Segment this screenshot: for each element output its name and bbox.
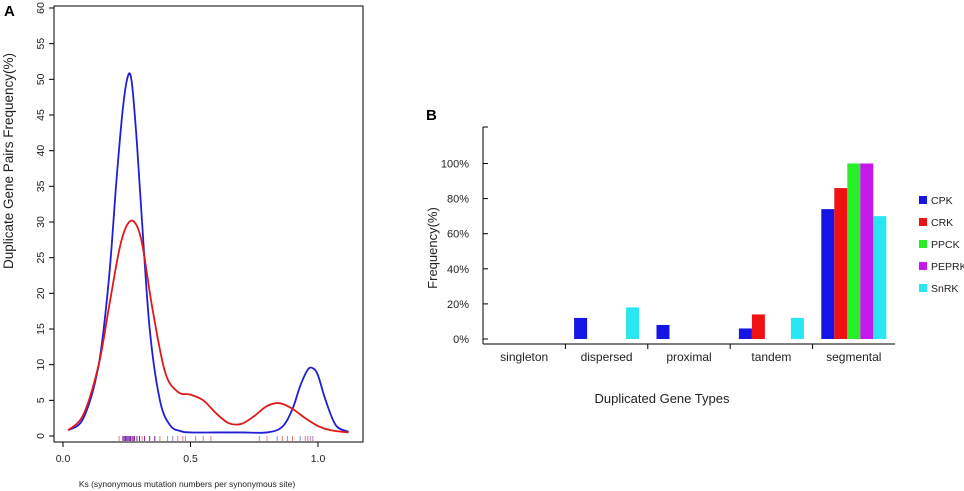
y-tick-label: 0 bbox=[35, 433, 47, 439]
legend-swatch-snrk bbox=[919, 284, 927, 292]
bar-cpk-segmental bbox=[821, 209, 835, 339]
legend-label-snrk: SnRK bbox=[931, 283, 958, 295]
panel-label-a: A bbox=[4, 3, 15, 20]
density-line-red bbox=[67, 219, 349, 434]
legend-label-peprk: PEPRK bbox=[931, 261, 964, 273]
panel-a-y-axis-label: Duplicate Gene Pairs Frequency(%) bbox=[1, 53, 16, 269]
y-tick-label: 50 bbox=[35, 73, 47, 85]
legend-label-ppck: PPCK bbox=[931, 239, 960, 251]
bar-ppck-segmental bbox=[847, 163, 861, 339]
panel-b-y-axis-label: Frequency(%) bbox=[425, 207, 440, 289]
y-tick-label: 35 bbox=[35, 180, 47, 192]
panel-b-x-axis: singleton dispersed proximal tandem segmenta… bbox=[500, 344, 881, 364]
panel-a-series bbox=[67, 72, 350, 434]
y-tick-label: 20 bbox=[35, 287, 47, 299]
panel-a-rug bbox=[118, 436, 314, 441]
bar-cpk-tandem bbox=[738, 328, 752, 339]
bar-cpk-dispersed bbox=[574, 317, 588, 339]
density-line-blue bbox=[67, 72, 350, 434]
y-tick-label: 55 bbox=[35, 38, 47, 50]
panel-a-x-axis-label: Ks (synonymous mutation numbers per syno… bbox=[79, 479, 296, 489]
bar-crk-segmental bbox=[834, 188, 848, 339]
x-tick-label: tandem bbox=[751, 350, 791, 364]
bar-crk-tandem bbox=[751, 314, 765, 339]
legend-swatch-peprk bbox=[919, 262, 927, 270]
y-tick-label: 60% bbox=[447, 229, 469, 241]
x-tick-label: dispersed bbox=[581, 350, 633, 364]
x-tick-label: 0.0 bbox=[56, 453, 71, 465]
panel-a-plot-frame bbox=[53, 5, 364, 443]
y-tick-label: 40 bbox=[35, 145, 47, 157]
legend-label-cpk: CPK bbox=[931, 195, 953, 207]
bar-cpk-proximal bbox=[656, 324, 670, 339]
y-tick-label: 15 bbox=[35, 323, 47, 335]
panel-b-bars bbox=[574, 163, 887, 339]
x-tick-label: segmental bbox=[826, 350, 881, 364]
legend-swatch-crk bbox=[919, 218, 927, 226]
legend-swatch-ppck bbox=[919, 240, 927, 248]
x-tick-label: 1.0 bbox=[311, 453, 326, 465]
y-tick-label: 30 bbox=[35, 216, 47, 228]
panel-a-x-axis: 0.0 0.5 1.0 bbox=[56, 442, 326, 465]
legend-swatch-cpk bbox=[919, 196, 927, 204]
x-tick-label: proximal bbox=[666, 350, 711, 364]
y-tick-label: 80% bbox=[447, 194, 469, 206]
bar-peprk-segmental bbox=[860, 163, 874, 339]
panel-a-y-axis: 0 5 10 15 20 25 30 35 40 45 50 55 60 bbox=[35, 2, 54, 439]
panel-label-b: B bbox=[426, 107, 437, 124]
bar-snrk-tandem bbox=[790, 317, 804, 339]
y-tick-label: 40% bbox=[447, 264, 469, 276]
x-tick-label: 0.5 bbox=[183, 453, 198, 465]
legend-label-crk: CRK bbox=[931, 217, 953, 229]
y-tick-label: 45 bbox=[35, 109, 47, 121]
bar-snrk-segmental bbox=[873, 216, 887, 339]
bar-snrk-dispersed bbox=[626, 307, 640, 339]
y-tick-label: 100% bbox=[441, 159, 469, 171]
y-tick-label: 25 bbox=[35, 252, 47, 264]
y-tick-label: 20% bbox=[447, 299, 469, 311]
y-tick-label: 5 bbox=[35, 397, 47, 403]
panel-b-legend: CPK CRK PPCK PEPRK SnRK bbox=[919, 195, 964, 295]
y-tick-label: 10 bbox=[35, 359, 47, 371]
y-tick-label: 0% bbox=[453, 334, 469, 346]
y-tick-label: 60 bbox=[35, 2, 47, 14]
panel-a-plot-box bbox=[53, 5, 364, 443]
x-tick-label: singleton bbox=[500, 350, 548, 364]
panel-b-x-axis-label: Duplicated Gene Types bbox=[595, 391, 730, 406]
panel-b-y-axis: 0% 20% 40% 60% 80% 100% bbox=[441, 159, 488, 346]
